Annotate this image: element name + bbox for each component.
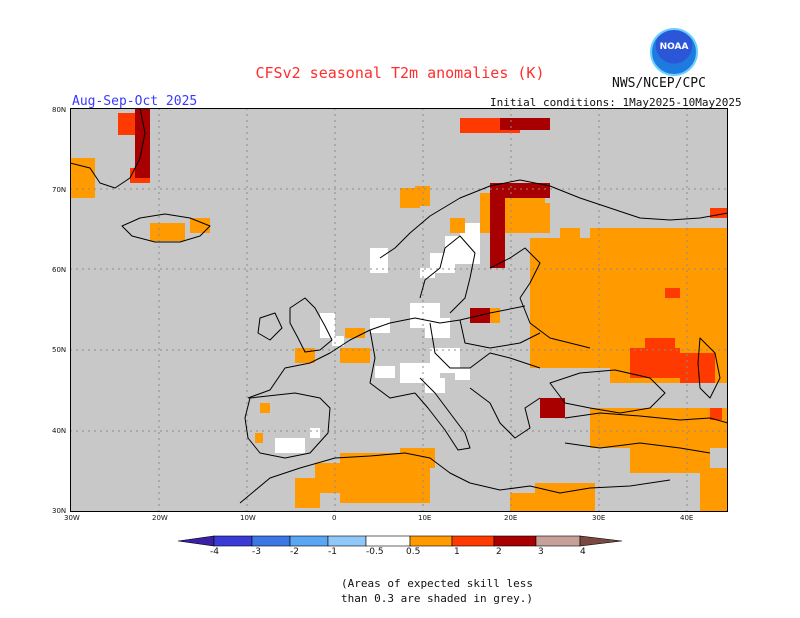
colorbar-label: 1 xyxy=(454,547,460,557)
lon-label-40e: 40E xyxy=(680,514,694,522)
map-title: CFSv2 seasonal T2m anomalies (K) xyxy=(255,64,545,82)
colorbar xyxy=(177,535,623,547)
lon-label-20e: 20E xyxy=(504,514,518,522)
footnote-line-1: (Areas of expected skill less xyxy=(340,577,534,590)
colorbar-min-arrow xyxy=(177,535,215,547)
colorbar-label: 4 xyxy=(580,547,586,557)
colorbar-label: 0.5 xyxy=(406,547,421,557)
colorbar-label: -0.5 xyxy=(366,547,384,557)
lon-label-30e: 30E xyxy=(592,514,606,522)
lat-label-50n: 50N xyxy=(52,346,67,354)
colorbar-bin xyxy=(213,535,253,547)
initial-conditions-label: Initial conditions: 1May2025-10May2025 xyxy=(490,96,742,109)
colorbar-bin xyxy=(451,535,495,547)
noaa-logo-text: NOAA xyxy=(659,42,689,52)
colorbar-label: -1 xyxy=(328,547,337,557)
colorbar-label: 2 xyxy=(496,547,502,557)
colorbar-bin xyxy=(409,535,453,547)
noaa-logo: NOAA xyxy=(650,28,698,76)
lon-label-10w: 10W xyxy=(240,514,256,522)
lon-label-10e: 10E xyxy=(418,514,432,522)
colorbar-label: -3 xyxy=(252,547,261,557)
colorbar-max-arrow xyxy=(579,535,623,547)
lon-label-0: 0 xyxy=(332,514,337,522)
colorbar-bin xyxy=(289,535,329,547)
coastlines xyxy=(70,108,728,504)
anomaly-map xyxy=(70,108,728,512)
colorbar-bin xyxy=(535,535,581,547)
colorbar-bin xyxy=(251,535,291,547)
colorbar-label: -4 xyxy=(210,547,219,557)
graticule xyxy=(70,108,728,512)
lat-label-60n: 60N xyxy=(52,266,67,274)
lat-label-40n: 40N xyxy=(52,427,67,435)
footnote-line-2: than 0.3 are shaded in grey.) xyxy=(340,592,534,605)
colorbar-bin xyxy=(493,535,537,547)
colorbar-bin xyxy=(365,535,411,547)
map-frame xyxy=(70,108,728,512)
organization-label: NWS/NCEP/CPC xyxy=(612,76,706,91)
colorbar-bin xyxy=(327,535,367,547)
lon-label-20w: 20W xyxy=(152,514,168,522)
lat-label-70n: 70N xyxy=(52,186,67,194)
colorbar-label: -2 xyxy=(290,547,299,557)
lon-label-30w: 30W xyxy=(64,514,80,522)
skill-footnote: (Areas of expected skill less than 0.3 a… xyxy=(0,576,800,606)
lat-label-80n: 80N xyxy=(52,106,67,114)
lat-label-30n: 30N xyxy=(52,507,67,515)
season-label: Aug-Sep-Oct 2025 xyxy=(72,94,198,109)
colorbar-label: 3 xyxy=(538,547,544,557)
